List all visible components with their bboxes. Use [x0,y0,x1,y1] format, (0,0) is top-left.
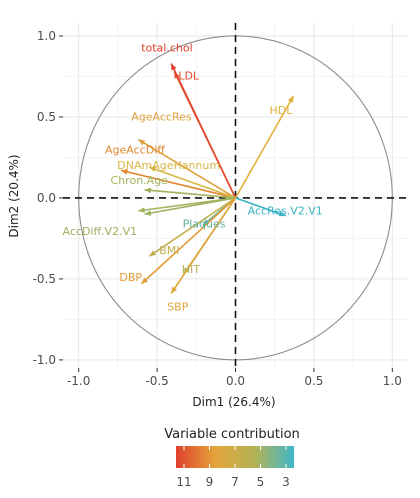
variable-label: HDL [270,104,294,117]
arrow-head [144,187,152,194]
variable-label: DBP [119,271,142,284]
variable-arrow [234,95,295,199]
arrow-head [278,210,286,217]
arrow-shaft [144,189,236,199]
variable-label: AgeAccRes [131,111,192,124]
variable-arrow [148,197,236,257]
variable-label: HIT [182,263,201,276]
arrow-head [287,95,294,103]
variable-label: AccRes.V2.V1 [248,205,323,218]
legend-tick-label: 9 [206,475,214,489]
variable-arrow [235,197,286,217]
variable-arrow [148,166,236,199]
variable-labels: total.chol LDL HDL AgeAccRes AgeAccDiff DNAmA… [63,41,323,313]
y-tick-label: 1.0 [37,29,56,43]
arrow-head [149,166,157,172]
x-tick-label: 0.5 [304,374,323,388]
legend-tick-label: 11 [176,475,191,489]
arrow-head [171,63,177,71]
arrow-shaft [148,166,236,199]
arrow-head [138,139,146,146]
variable-label: SBP [167,300,189,313]
arrow-shaft [148,197,236,257]
legend: Variable contribution 11 9 7 5 3 [164,427,300,489]
legend-tick-label: 3 [282,475,290,489]
variable-label: LDL [178,70,200,83]
y-axis-ticks: -1.0 -0.5 0.0 0.5 1.0 [33,29,63,367]
y-tick-label: 0.5 [37,110,56,124]
arrow-head [141,277,149,284]
arrow-shaft [120,169,236,199]
x-axis-title: Dim1 (26.4%) [192,395,275,409]
variable-label: Chron.Age [111,174,169,187]
variable-arrow [144,197,236,216]
variable-arrow [137,138,236,199]
variable-arrow [140,197,237,285]
arrow-head [171,286,178,294]
legend-tick-labels: 11 9 7 5 3 [176,446,290,489]
arrow-head [144,210,152,216]
legend-tick-label: 5 [257,475,265,489]
arrow-head [174,71,180,79]
variable-label: total.chol [141,41,192,54]
variable-arrows [120,63,295,294]
variable-label: BMI [159,244,179,257]
variable-arrow [173,71,237,199]
arrow-shaft [140,197,237,285]
y-tick-label: 0.0 [37,191,56,205]
arrow-head [121,169,128,175]
legend-colorbar [176,446,294,468]
arrow-head [138,207,145,213]
arrow-shaft [170,197,237,294]
y-axis-title: Dim2 (20.4%) [7,154,21,237]
variable-arrow [120,169,236,199]
arrow-shaft [137,138,236,199]
y-tick-label: -1.0 [33,353,56,367]
legend-tick-label: 7 [231,475,239,489]
arrow-shaft [234,95,295,199]
x-axis-ticks: -1.0 -0.5 0.0 0.5 1.0 [67,368,402,388]
variable-label: Plaques [183,217,226,230]
variable-label: DNAmAgeHannum [117,159,220,172]
variable-arrow [170,197,237,294]
x-tick-label: -1.0 [67,374,90,388]
arrow-shaft [235,197,286,217]
legend-title: Variable contribution [164,427,300,442]
arrow-head [149,250,157,257]
arrow-shaft [173,71,237,199]
variable-label: AccDiff.V2.V1 [63,225,138,238]
arrow-shaft [144,197,236,215]
x-tick-label: 1.0 [383,374,402,388]
x-tick-label: 0.0 [226,374,245,388]
x-tick-label: -0.5 [145,374,168,388]
variable-arrow [144,187,236,199]
variable-label: AgeAccDiff [105,143,165,156]
y-tick-label: -0.5 [33,272,56,286]
